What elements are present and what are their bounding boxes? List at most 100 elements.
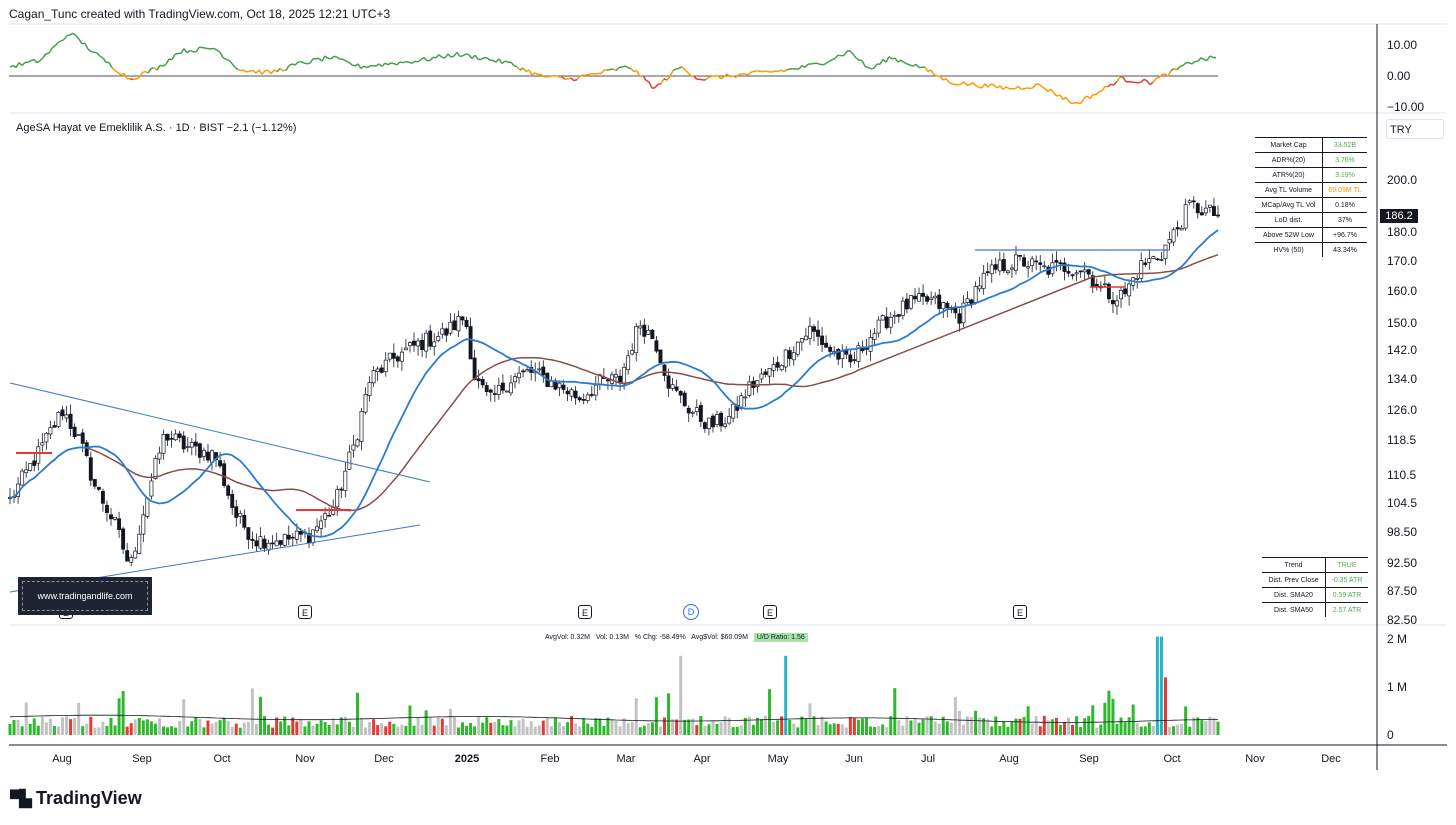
candle-body: [630, 350, 635, 355]
candle-body: [921, 292, 926, 297]
candle-body: [698, 405, 703, 422]
volume-bar: [162, 726, 166, 735]
volume-bar: [768, 689, 772, 735]
oscillator-segment: [930, 69, 935, 76]
volume-bar: [327, 725, 331, 735]
volume-bar: [610, 720, 614, 735]
candle-body: [440, 328, 445, 335]
tradingview-logo[interactable]: ▀▙ TradingView: [10, 788, 142, 809]
volume-bar: [634, 698, 638, 735]
volume-bar: [1022, 716, 1026, 735]
time-tick: Feb: [540, 753, 560, 765]
candle-body: [226, 485, 231, 496]
candle-body: [852, 359, 857, 361]
oscillator-segment: [960, 81, 965, 85]
candle-body: [1070, 274, 1075, 277]
candle-body: [484, 385, 489, 392]
watermark-badge[interactable]: www.tradingandlife.com: [18, 577, 152, 615]
oscillator-segment: [1023, 87, 1028, 90]
oscillator-segment: [1017, 85, 1022, 90]
volume-bar: [1046, 720, 1050, 735]
oscillator-segment: [915, 63, 920, 69]
time-tick: Dec: [1321, 753, 1341, 765]
candle-body: [605, 379, 610, 382]
oscillator-segment: [1098, 90, 1103, 93]
currency-button[interactable]: TRY: [1386, 119, 1444, 139]
volume-bar: [675, 719, 679, 735]
candle-body: [504, 390, 509, 393]
candle-body: [496, 384, 501, 395]
candle-body: [480, 379, 485, 386]
volume-bar: [796, 727, 800, 735]
oscillator-segment: [1200, 57, 1205, 61]
volume-bar: [222, 717, 226, 735]
earnings-marker[interactable]: E: [1013, 605, 1027, 619]
candle-body: [945, 302, 950, 309]
oscillator-segment: [144, 70, 149, 74]
volume-bar: [1119, 717, 1123, 735]
volume-bar: [1006, 726, 1010, 735]
volume-bar: [311, 725, 315, 735]
volume-bar: [214, 721, 218, 735]
oscillator-segment: [99, 55, 104, 59]
candle-body: [185, 446, 190, 448]
candle-body: [488, 389, 493, 393]
volume-bar: [424, 710, 428, 735]
oscillator-segment: [498, 58, 503, 65]
volume-bar: [707, 724, 711, 735]
oscillator-segment: [645, 79, 650, 83]
oscillator-segment: [972, 82, 977, 87]
oscillator-segment: [1140, 78, 1145, 83]
dividend-marker[interactable]: D: [683, 604, 699, 620]
time-tick: Aug: [52, 753, 72, 765]
volume-bar: [881, 724, 885, 735]
volume-bar: [497, 719, 501, 735]
candle-body: [517, 372, 522, 379]
volume-bar: [481, 722, 485, 735]
oscillator-segment: [423, 56, 428, 62]
volume-bar: [153, 723, 157, 735]
candle-body: [64, 414, 69, 419]
earnings-marker[interactable]: E: [578, 605, 592, 619]
earnings-marker[interactable]: E: [763, 605, 777, 619]
volume-bar: [170, 726, 174, 735]
volume-bar: [109, 717, 113, 735]
oscillator-segment: [786, 68, 791, 71]
candle-body: [622, 367, 627, 385]
volume-bar: [380, 723, 384, 735]
earnings-marker[interactable]: E: [298, 605, 312, 619]
volume-bar: [1103, 702, 1107, 735]
trend-value: TRUE: [1325, 557, 1368, 573]
candle-body: [1159, 259, 1164, 261]
volume-bar: [848, 717, 852, 735]
volume-bar: [715, 723, 719, 735]
oscillator-segment: [924, 66, 929, 73]
oscillator-segment: [42, 53, 47, 59]
oscillator-segment: [351, 64, 356, 67]
volume-bar: [913, 718, 917, 735]
stats-label: MCap/Avg TL Vol: [1255, 197, 1323, 213]
oscillator-segment: [633, 70, 638, 73]
volume-bar: [117, 698, 121, 735]
volume-bar: [226, 721, 230, 735]
volume-bar: [549, 726, 553, 735]
candle-body: [723, 423, 728, 427]
oscillator-segment: [234, 66, 239, 71]
oscillator-segment: [669, 70, 674, 77]
oscillator-segment: [420, 56, 425, 61]
candle-body: [40, 442, 45, 446]
oscillator-segment: [30, 58, 35, 62]
candle-body: [403, 347, 408, 351]
oscillator-segment: [165, 58, 170, 65]
time-tick: Jun: [845, 753, 863, 765]
oscillator-segment: [639, 74, 644, 78]
oscillator-segment: [132, 78, 137, 81]
trend-value: -0.35 ATR: [1325, 572, 1368, 588]
oscillator-segment: [873, 63, 878, 69]
volume-bar: [145, 719, 149, 735]
volume-bar: [1083, 718, 1087, 735]
candle-body: [113, 516, 117, 520]
candle-body: [1171, 229, 1176, 243]
volume-bar: [392, 723, 396, 735]
